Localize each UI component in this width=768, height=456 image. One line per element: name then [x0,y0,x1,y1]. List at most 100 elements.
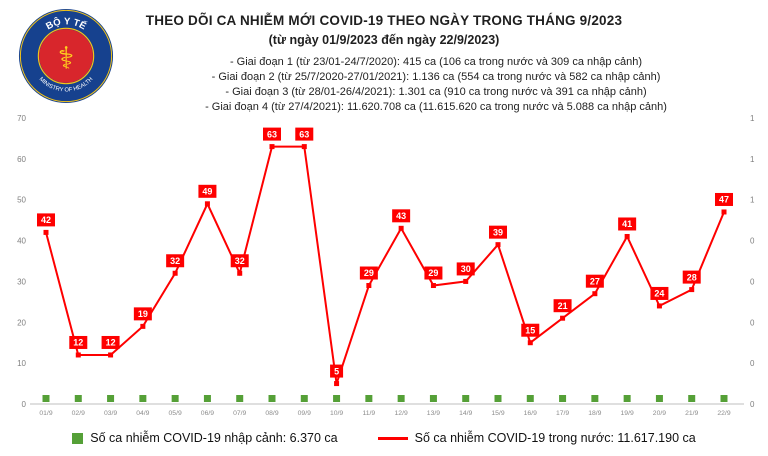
page-title: THEO DÕI CA NHIỄM MỚI COVID-19 THEO NGÀY… [145,13,623,28]
svg-text:0: 0 [22,400,27,409]
imported-cases-markers [42,395,728,402]
data-label-box [456,262,475,276]
svg-text:BỘ Y TẾ: BỘ Y TẾ [44,16,88,33]
svg-text:10/9: 10/9 [330,410,343,417]
data-label-text: 43 [396,211,406,221]
left-axis-labels: 0 10 20 30 40 50 60 70 [17,114,26,409]
moh-logo-emblem: BỘ Y TẾ MINISTRY OF HEALTH ⚕ [18,8,114,104]
svg-text:1: 1 [750,196,755,205]
svg-text:04/9: 04/9 [136,410,149,417]
data-points: 42 12 12 19 32 49 32 63 63 5 29 43 29 30 39 15 21 27 41 24 2… [37,127,733,387]
svg-text:17/9: 17/9 [556,410,569,417]
legend-marker-domestic-line [377,436,408,440]
svg-text:20/9: 20/9 [653,410,666,417]
data-label-text: 29 [364,268,374,278]
data-label-text: 49 [202,187,212,197]
data-label-text: 21 [558,301,568,311]
legend-item-imported: Số ca nhiễm COVID-19 nhập cảnh: 6.370 ca [72,431,338,445]
data-label-text: 12 [106,338,116,348]
svg-text:16/9: 16/9 [524,410,537,417]
svg-text:11/9: 11/9 [362,410,375,417]
data-label-text: 42 [41,215,51,225]
data-label-text: 27 [590,276,600,286]
data-label-box [392,209,411,223]
data-label-box [715,192,733,206]
data-label-box [618,217,637,231]
data-label-box [133,307,152,321]
svg-text:50: 50 [17,196,26,205]
chart-legend: Số ca nhiễm COVID-19 nhập cảnh: 6.370 ca… [0,431,768,445]
svg-text:0: 0 [750,277,755,286]
data-label-box [424,266,443,280]
data-label-box [489,225,507,239]
data-label-text: 19 [138,309,148,319]
phase-info-line-1: - Giai đoạn 1 (từ 23/01-24/7/2020): 415 … [229,56,643,68]
data-label-box [521,323,540,337]
legend-label-domestic: Số ca nhiễm COVID-19 trong nước: 11.617.… [414,431,696,445]
svg-text:0: 0 [750,237,755,246]
data-label-text: 28 [687,272,697,282]
data-label-box [263,127,281,141]
phase-info: - Giai đoạn 1 (từ 23/01-24/7/2020): 415 … [120,55,752,115]
legend-marker-imported-square [72,432,84,444]
svg-text:14/9: 14/9 [459,410,472,417]
data-label-text: 30 [461,264,471,274]
caduceus-icon: ⚕ [58,40,75,75]
phase-info-line-2: - Giai đoạn 2 (từ 25/7/2020-27/01/2021):… [211,71,661,83]
domestic-cases-line [45,145,725,384]
legend-label-imported: Số ca nhiễm COVID-19 nhập cảnh: 6.370 ca [90,431,338,445]
data-label-text: 24 [654,289,664,299]
data-label-text: 29 [428,268,438,278]
page-subtitle: (từ ngày 01/9/2023 đến ngày 22/9/2023) [268,33,500,47]
data-label-text: 12 [73,338,83,348]
data-label-text: 5 [334,366,339,376]
ministry-of-health-logo: BỘ Y TẾ MINISTRY OF HEALTH ⚕ [18,8,114,104]
data-label-box [69,335,88,349]
phase-info-line-4: - Giai đoạn 4 (từ 27/4/2021): 11.620.708… [205,101,667,113]
svg-text:08/9: 08/9 [265,410,278,417]
right-axis-labels: 1 1 1 0 0 0 0 0 [750,114,755,409]
svg-text:15/9: 15/9 [491,410,504,417]
svg-text:01/9: 01/9 [39,410,52,417]
svg-text:06/9: 06/9 [201,410,214,417]
data-label-box [553,299,572,313]
svg-text:0: 0 [750,400,755,409]
svg-text:1: 1 [750,155,755,164]
data-label-text: 63 [267,129,277,139]
data-label-box [230,254,249,268]
svg-text:21/9: 21/9 [685,410,698,417]
data-label-text: 32 [235,256,245,266]
data-label-box [682,270,701,284]
data-label-box [330,364,344,378]
svg-text:19/9: 19/9 [621,410,634,417]
svg-text:60: 60 [17,155,26,164]
svg-text:70: 70 [17,114,26,123]
data-label-box [198,184,217,198]
data-label-box [650,286,669,300]
legend-item-domestic: Số ca nhiễm COVID-19 trong nước: 11.617.… [377,431,696,445]
svg-text:30: 30 [17,277,26,286]
phase-info-line-3: - Giai đoạn 3 (từ 28/01-26/4/2021): 1.30… [225,86,647,98]
svg-text:0: 0 [750,318,755,327]
data-label-box [101,335,120,349]
data-label-box [37,213,55,227]
svg-text:10: 10 [17,359,26,368]
data-label-text: 15 [525,325,535,335]
svg-text:09/9: 09/9 [298,410,311,417]
data-label-box [166,254,185,268]
svg-text:40: 40 [17,237,26,246]
logo-top-text: BỘ Y TẾ [44,16,88,33]
svg-text:18/9: 18/9 [588,410,601,417]
svg-text:22/9: 22/9 [717,410,730,417]
svg-text:13/9: 13/9 [427,410,440,417]
data-label-text: 63 [299,129,309,139]
svg-text:07/9: 07/9 [233,410,246,417]
data-label-text: 32 [170,256,180,266]
data-label-box [359,266,378,280]
svg-text:02/9: 02/9 [72,410,85,417]
svg-text:05/9: 05/9 [169,410,182,417]
data-label-box [585,274,604,288]
data-label-text: 39 [493,227,503,237]
